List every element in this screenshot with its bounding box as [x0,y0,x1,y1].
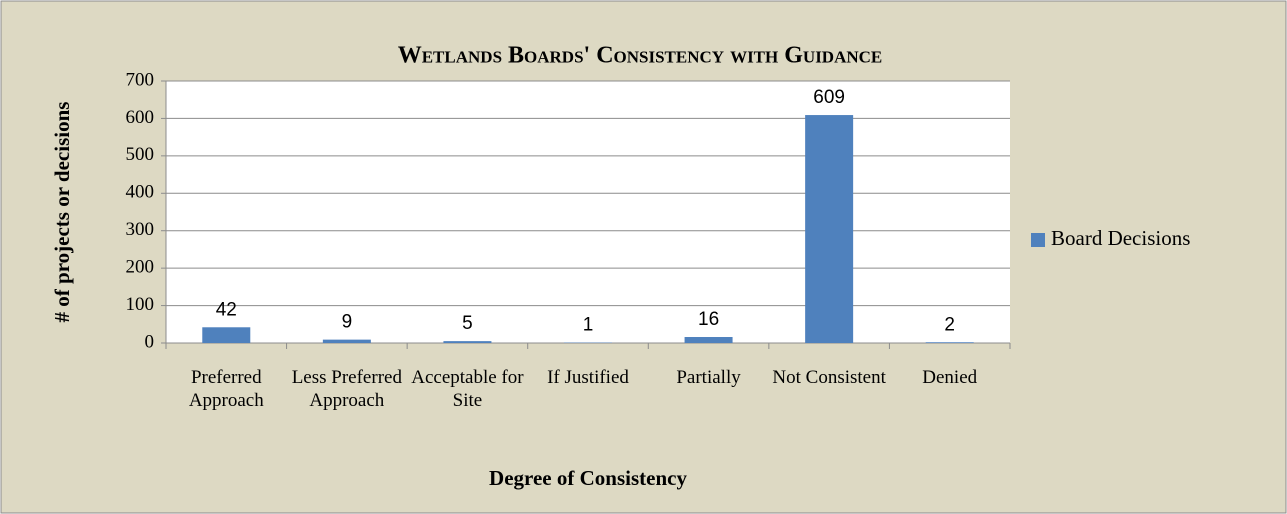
data-label: 5 [462,313,473,334]
x-tick-label: Less Preferred Approach [291,367,402,411]
data-label: 42 [216,299,237,320]
plot-area [166,81,1010,343]
data-label: 1 [583,315,594,336]
y-tick-label: 0 [145,331,155,352]
bar [202,327,251,343]
y-tick-label: 100 [126,294,155,315]
bar [322,339,371,343]
y-tick-label: 500 [126,144,155,165]
legend-swatch [1031,233,1045,247]
x-tick-label: Denied [922,367,978,388]
x-axis-title: Degree of Consistency [489,466,687,490]
x-tick-label: Partially [676,367,741,388]
chart-title: Wetlands Boards' Consistency with Guidan… [398,43,883,69]
bar [443,341,492,343]
data-label: 609 [813,87,845,108]
bar [805,115,854,343]
x-tick-label: Preferred Approach [188,367,264,411]
x-tick-label: Not Consistent [772,367,886,388]
data-label: 9 [342,312,353,333]
y-axis-title: # of projects or decisions [50,102,74,323]
x-tick-label: Acceptable for Site [411,367,524,411]
y-tick-label: 200 [126,257,155,278]
bar [925,342,974,343]
y-tick-label: 600 [126,107,155,128]
x-tick-label: If Justified [547,367,629,388]
bar [684,337,733,343]
legend-label: Board Decisions [1051,226,1190,250]
data-label: 2 [944,314,955,335]
y-tick-label: 700 [126,69,155,90]
data-label: 16 [698,309,719,330]
y-tick-label: 300 [126,219,155,240]
y-tick-label: 400 [126,182,155,203]
